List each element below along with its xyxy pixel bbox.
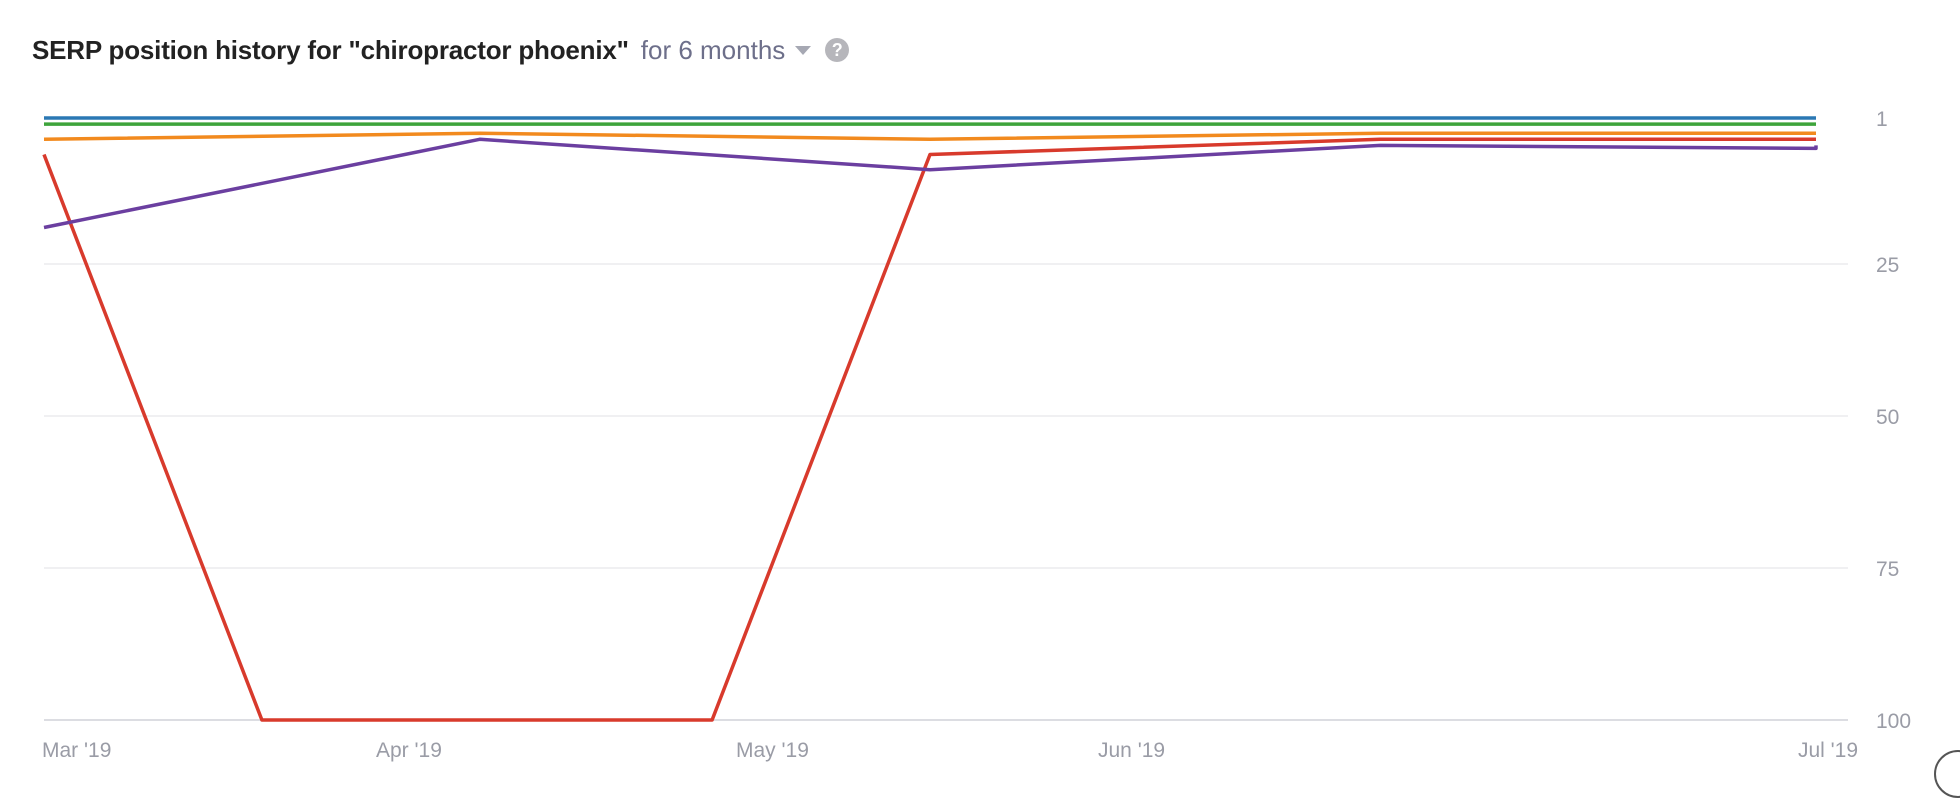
period-dropdown[interactable]: for 6 months bbox=[641, 35, 812, 66]
x-tick-label: Jun '19 bbox=[1098, 739, 1165, 762]
x-tick-label: May '19 bbox=[736, 739, 809, 762]
help-icon[interactable]: ? bbox=[825, 38, 850, 62]
x-tick-label: Jul '19 bbox=[1798, 739, 1858, 762]
series-lines bbox=[42, 116, 1818, 722]
y-tick-label: 75 bbox=[1876, 558, 1899, 581]
chart-header: SERP position history for "chiropractor … bbox=[32, 30, 850, 70]
y-tick-label: 1 bbox=[1876, 108, 1888, 131]
y-axis-ticks: 1 25 50 75 100 bbox=[1876, 108, 1911, 733]
y-tick-label: 50 bbox=[1876, 406, 1899, 429]
caret-down-icon bbox=[795, 45, 812, 55]
period-label: for 6 months bbox=[640, 34, 786, 65]
series-line bbox=[42, 137, 1816, 722]
serp-position-chart: 1 25 50 75 100 Mar '19 Apr '19 May '19 Jun '19 J… bbox=[42, 108, 1911, 762]
x-tick-label: Mar '19 bbox=[42, 739, 111, 762]
grid-lines bbox=[44, 263, 1848, 721]
x-axis-ticks: Mar '19 Apr '19 May '19 Jun '19 Jul '19 bbox=[42, 739, 1858, 762]
y-tick-label: 100 bbox=[1876, 710, 1911, 733]
series-line bbox=[43, 137, 1818, 230]
series-line bbox=[43, 131, 1816, 142]
y-tick-label: 25 bbox=[1876, 254, 1899, 277]
x-tick-label: Apr '19 bbox=[376, 739, 442, 762]
chart-title: SERP position history for "chiropractor … bbox=[32, 34, 629, 65]
